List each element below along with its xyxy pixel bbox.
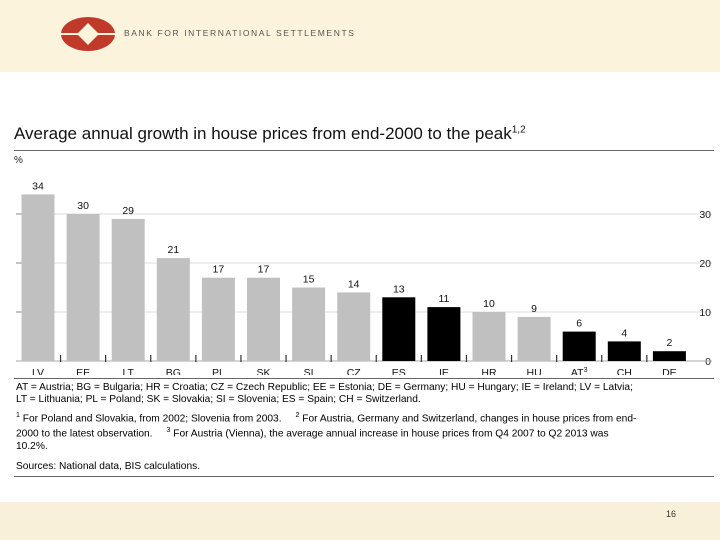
chart-title-sup: 1,2 xyxy=(511,124,526,136)
data-label: 2 xyxy=(666,337,672,349)
data-label: 4 xyxy=(621,327,627,339)
footnotes-line-1: 1 For Poland and Slovakia, from 2002; Sl… xyxy=(16,410,716,425)
x-tick-label: LV xyxy=(32,367,44,375)
data-label: 17 xyxy=(258,264,270,276)
footnotes-line-3: 10.2%. xyxy=(16,440,48,452)
x-tick-label: LT xyxy=(122,367,134,375)
x-tick-label: PL xyxy=(212,367,225,375)
bar xyxy=(156,258,190,361)
x-tick-label: HU xyxy=(527,367,542,375)
bar xyxy=(201,277,235,361)
title-rule xyxy=(14,150,714,151)
bar xyxy=(652,351,686,361)
data-label: 30 xyxy=(77,200,89,212)
footnote-2-text-b: 2000 to the latest observation. xyxy=(16,428,153,440)
x-tick-label: IE xyxy=(439,367,449,375)
footnote-1-num: 1 xyxy=(16,412,20,419)
x-tick-label: BG xyxy=(166,367,181,375)
data-label: 29 xyxy=(122,205,134,217)
x-tick-label-sup: 3 xyxy=(584,367,588,374)
bank-name: BANK FOR INTERNATIONAL SETTLEMENTS xyxy=(124,28,356,38)
sources-line: Sources: National data, BIS calculations… xyxy=(16,461,201,472)
slide-header: BANK FOR INTERNATIONAL SETTLEMENTS xyxy=(0,0,720,72)
data-label: 21 xyxy=(167,244,179,256)
data-label: 11 xyxy=(438,293,449,305)
x-tick-label: EE xyxy=(76,367,90,375)
data-label: 14 xyxy=(348,278,360,290)
bar xyxy=(292,287,326,361)
bar xyxy=(427,307,461,361)
x-tick-label: CH xyxy=(617,367,632,375)
footnotes-line-2: 2000 to the latest observation. 3 For Aus… xyxy=(16,425,716,440)
x-tick-label: CZ xyxy=(347,367,362,375)
y-tick-label: 0 xyxy=(705,356,711,368)
data-label: 15 xyxy=(303,274,315,286)
y-tick-label: 30 xyxy=(699,209,711,221)
legend-line-1: AT = Austria; BG = Bulgaria; HR = Croati… xyxy=(16,382,633,393)
bis-logo-icon xyxy=(61,17,115,51)
bar xyxy=(562,331,596,361)
x-tick-label: ES xyxy=(392,367,406,375)
bar xyxy=(66,214,100,361)
data-label: 13 xyxy=(393,283,405,295)
footer-rule xyxy=(14,476,714,477)
bar xyxy=(337,292,371,361)
legend-line-2: LT = Lithuania; PL = Poland; SK = Slovak… xyxy=(16,394,421,405)
chart-title-text: Average annual growth in house prices fr… xyxy=(14,124,512,143)
x-tick-label: HR xyxy=(481,367,497,375)
footnote-2-text-a: For Austria, Germany and Switzerland, ch… xyxy=(302,413,637,425)
bar-chart: 010203034LV30EE29LT21BG17PL17SK15SI14CZ1… xyxy=(16,180,712,375)
y-axis-unit: % xyxy=(14,155,23,166)
bar xyxy=(382,297,416,361)
bar xyxy=(607,341,641,361)
x-tick-label: DE xyxy=(662,367,677,375)
x-tick-label: SK xyxy=(256,367,270,375)
chart-notes: AT = Austria; BG = Bulgaria; HR = Croati… xyxy=(16,382,716,453)
page-number: 16 xyxy=(666,509,677,519)
footnote-3-text-a: For Austria (Vienna), the average annual… xyxy=(173,428,609,440)
bar xyxy=(21,194,55,361)
bar xyxy=(472,312,506,361)
footnote-2-num: 2 xyxy=(295,412,300,419)
y-tick-label: 10 xyxy=(699,307,711,319)
slide-footer xyxy=(0,502,720,540)
bar xyxy=(111,218,145,361)
y-tick-label: 20 xyxy=(699,258,711,270)
x-tick-label: SI xyxy=(304,367,314,375)
bar xyxy=(517,316,551,361)
footnote-3-num: 3 xyxy=(166,427,171,435)
data-label: 17 xyxy=(213,264,225,276)
data-label: 34 xyxy=(32,180,44,192)
data-label: 10 xyxy=(483,298,495,310)
data-label: 9 xyxy=(531,303,537,315)
chart-bottom-rule xyxy=(14,378,714,379)
data-label: 6 xyxy=(576,318,582,330)
footnote-1-text: For Poland and Slovakia, from 2002; Slov… xyxy=(22,413,282,425)
chart-title: Average annual growth in house prices fr… xyxy=(14,124,526,144)
bar xyxy=(247,277,280,361)
x-tick-label: AT3 xyxy=(571,367,588,375)
